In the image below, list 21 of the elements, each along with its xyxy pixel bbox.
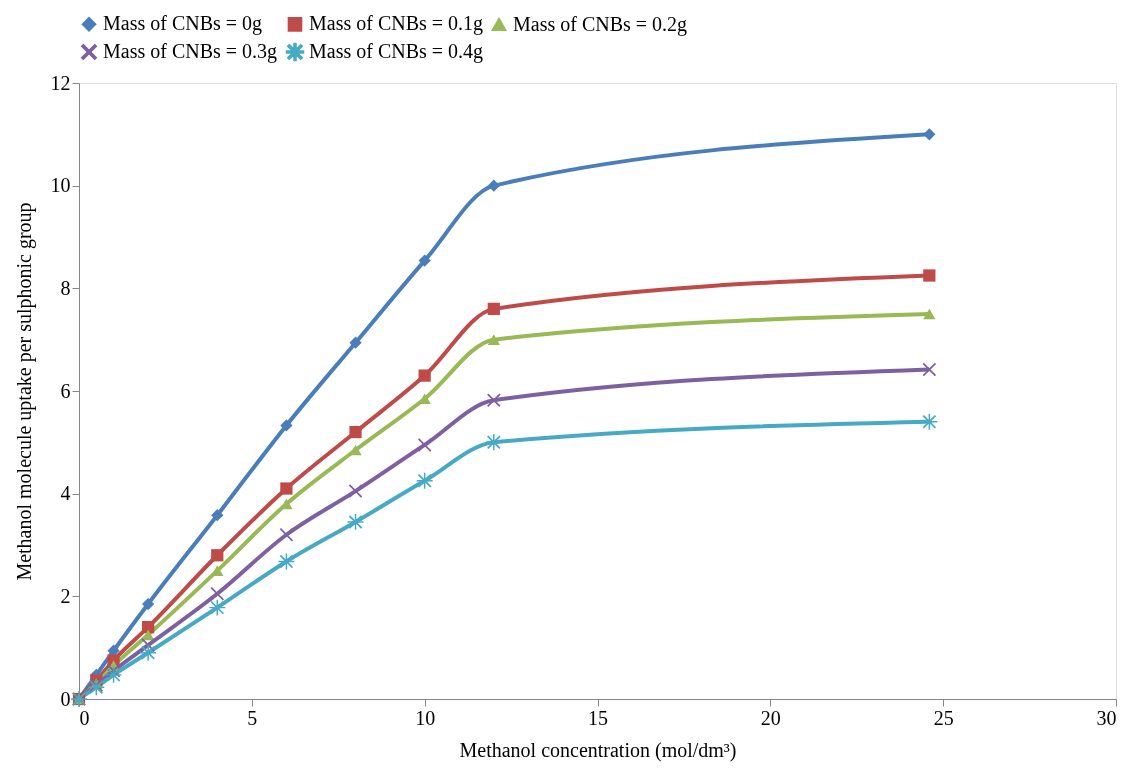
legend-label: Mass of CNBs = 0.4g	[309, 40, 484, 63]
x-tick-label: 15	[588, 706, 608, 729]
y-tick-label: 0	[60, 687, 71, 710]
x-tick-label: 25	[933, 706, 954, 729]
x-tick-label: 0	[79, 706, 90, 729]
x-tick-label: 5	[247, 706, 258, 729]
y-tick-label: 2	[60, 584, 71, 607]
y-tick-label: 4	[60, 482, 71, 505]
x-tick-label: 10	[415, 706, 436, 729]
x-axis-title: Methanol concentration (mol/dm³)	[459, 738, 737, 762]
y-tick-label: 6	[60, 379, 71, 402]
legend-label: Mass of CNBs = 0g	[103, 12, 263, 36]
y-tick-label: 12	[50, 71, 71, 94]
legend-label: Mass of CNBs = 0.3g	[103, 40, 278, 63]
x-tick-label: 20	[760, 706, 781, 729]
x-tick-label: 30	[1096, 706, 1117, 729]
legend-label: Mass of CNBs = 0.2g	[513, 12, 688, 36]
legend-label: Mass of CNBs = 0.1g	[309, 12, 484, 36]
y-axis-title: Methanol molecule uptake per sulphonic group	[12, 202, 36, 581]
y-tick-label: 10	[50, 174, 71, 197]
y-tick-label: 8	[60, 276, 71, 299]
